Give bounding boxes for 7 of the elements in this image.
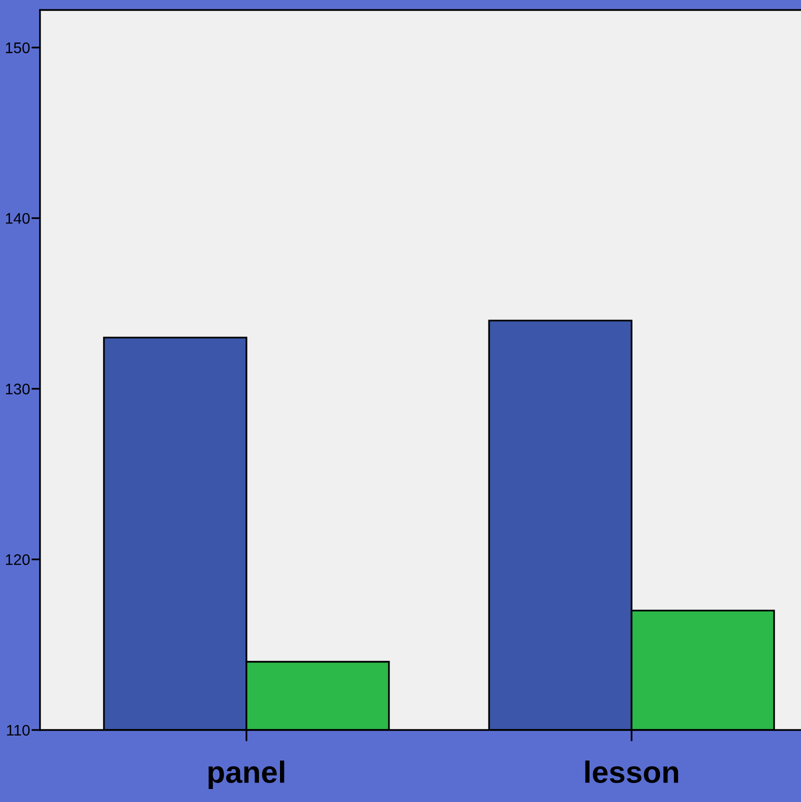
y-tick-label: 120 (6, 554, 30, 566)
y-tick-label: 140 (6, 213, 30, 224)
y-tick-label: 150 (6, 42, 30, 54)
y-tick-label: 110 (7, 724, 30, 736)
y-tick-label: 130 (6, 384, 30, 394)
x-tick-label: lesson (585, 760, 678, 783)
x-tick-label: panel (208, 760, 284, 790)
